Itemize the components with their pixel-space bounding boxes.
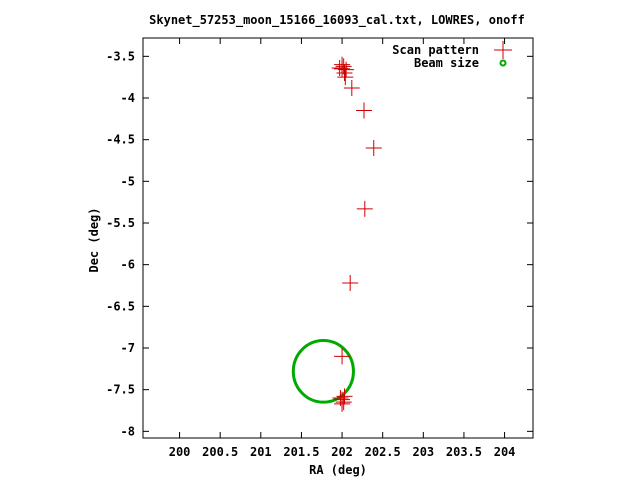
scan-point [334,348,351,365]
x-tick-label: 200.5 [202,445,238,459]
x-tick-label: 201 [250,445,272,459]
y-tick-label: -3.5 [106,49,135,63]
plot-frame [142,37,534,439]
x-tick-label: 202.5 [365,445,401,459]
y-tick-label: -7.5 [106,383,135,397]
scan-point [334,56,351,73]
x-tick-label: 203.5 [446,445,482,459]
legend: Scan pattern Beam size [392,41,512,70]
scan-point [356,102,372,119]
scan-point [343,80,360,96]
y-tick-label: -5 [121,174,135,188]
x-tick-label: 203 [412,445,434,459]
legend-marker-beam-size [499,59,507,67]
y-axis-label: Dec (deg) [87,207,101,272]
scan-point [335,58,352,75]
y-tick-label: -7 [121,341,135,355]
y-tick-label: -8 [121,424,135,438]
x-tick-label: 201.5 [283,445,319,459]
x-tick-label: 200 [169,445,191,459]
legend-marker-scan-pattern [494,41,512,59]
chart-title: Skynet_57253_moon_15166_16093_cal.txt, L… [149,13,525,28]
x-axis-ticks: 200 200.5 201 201.5 202 202.5 203 203.5 204 [169,38,516,459]
y-tick-label: -4 [121,91,135,105]
scan-point [336,65,353,81]
scan-point [334,395,351,412]
legend-label-scan-pattern: Scan pattern [392,43,479,57]
beam-size-circle [291,339,355,404]
scan-point [338,61,355,78]
scan-point [342,275,359,291]
scan-point [337,69,354,86]
scan-point [356,200,373,217]
x-tick-label: 202 [331,445,353,459]
x-tick-label: 204 [494,445,516,459]
y-tick-label: -6 [121,258,135,272]
y-axis-ticks: -3.5 -4 -4.5 -5 -5.5 -6 -6.5 -7 -7.5 -8 [106,49,533,438]
legend-label-beam-size: Beam size [414,56,479,70]
y-tick-label: -6.5 [106,299,135,313]
legend-circle [499,59,507,67]
scan-point [336,388,353,405]
scan-point [365,140,382,156]
y-tick-label: -5.5 [106,216,135,230]
y-tick-label: -4.5 [106,133,135,147]
data-marks [291,56,382,412]
x-axis-label: RA (deg) [309,463,367,477]
